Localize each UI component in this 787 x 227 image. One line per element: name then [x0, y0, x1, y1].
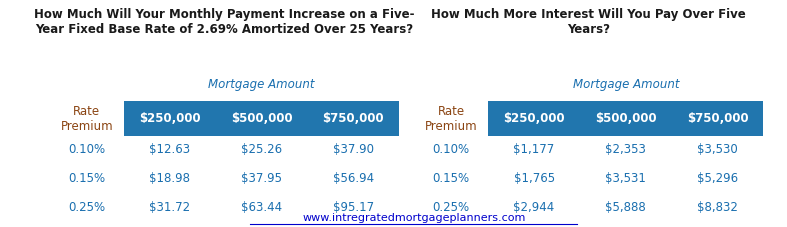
Text: $37.90: $37.90	[333, 143, 374, 156]
Text: $5,296: $5,296	[697, 172, 738, 185]
Text: $31.72: $31.72	[150, 201, 190, 214]
FancyBboxPatch shape	[488, 101, 763, 136]
Text: 0.15%: 0.15%	[68, 172, 105, 185]
Text: $18.98: $18.98	[150, 172, 190, 185]
Text: $1,765: $1,765	[514, 172, 555, 185]
Text: $250,000: $250,000	[139, 112, 201, 125]
Text: $56.94: $56.94	[333, 172, 374, 185]
Text: Mortgage Amount: Mortgage Amount	[572, 78, 679, 91]
Text: $63.44: $63.44	[241, 201, 282, 214]
Text: $500,000: $500,000	[595, 112, 656, 125]
Text: 0.15%: 0.15%	[433, 172, 470, 185]
Text: $8,832: $8,832	[697, 201, 738, 214]
Text: Rate
Premium: Rate Premium	[425, 105, 478, 133]
Text: $95.17: $95.17	[333, 201, 374, 214]
Text: $750,000: $750,000	[323, 112, 384, 125]
Text: $250,000: $250,000	[503, 112, 565, 125]
Text: How Much Will Your Monthly Payment Increase on a Five-
Year Fixed Base Rate of 2: How Much Will Your Monthly Payment Incre…	[34, 8, 415, 36]
Text: $500,000: $500,000	[231, 112, 292, 125]
Text: $12.63: $12.63	[150, 143, 190, 156]
Text: www.intregratedmortgageplanners.com: www.intregratedmortgageplanners.com	[302, 213, 526, 223]
Text: 0.25%: 0.25%	[433, 201, 470, 214]
Text: $750,000: $750,000	[686, 112, 748, 125]
Text: 0.10%: 0.10%	[433, 143, 470, 156]
Text: 0.25%: 0.25%	[68, 201, 105, 214]
Text: $5,888: $5,888	[605, 201, 646, 214]
Text: $3,531: $3,531	[605, 172, 646, 185]
Text: $1,177: $1,177	[513, 143, 555, 156]
Text: $3,530: $3,530	[697, 143, 738, 156]
Text: Rate
Premium: Rate Premium	[61, 105, 113, 133]
Text: 0.10%: 0.10%	[68, 143, 105, 156]
FancyBboxPatch shape	[124, 101, 399, 136]
Text: $37.95: $37.95	[241, 172, 282, 185]
Text: Mortgage Amount: Mortgage Amount	[209, 78, 315, 91]
Text: $2,353: $2,353	[605, 143, 646, 156]
Text: $2,944: $2,944	[513, 201, 555, 214]
Text: $25.26: $25.26	[241, 143, 282, 156]
Text: How Much More Interest Will You Pay Over Five
Years?: How Much More Interest Will You Pay Over…	[431, 8, 746, 36]
